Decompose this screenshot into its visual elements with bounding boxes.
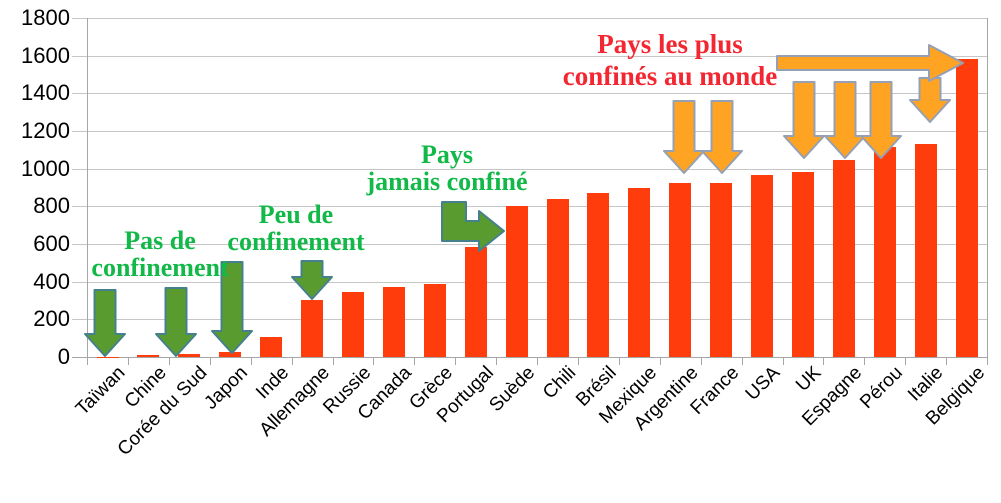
x-axis-tick bbox=[700, 357, 702, 365]
x-axis-label-uk: UK bbox=[791, 362, 826, 396]
x-axis-tick bbox=[823, 357, 825, 365]
annotation-pas-de-confinement-line-1: Pas de bbox=[124, 226, 196, 255]
y-axis-tick-label: 1800 bbox=[21, 5, 70, 30]
bar-italie bbox=[914, 144, 937, 357]
bar-chili bbox=[546, 199, 569, 357]
bar-russie bbox=[341, 292, 364, 357]
gridline-1000 bbox=[72, 168, 987, 170]
x-axis-tick bbox=[946, 357, 948, 365]
annotation-pays-les-plus-confines-line-2: confinés au monde bbox=[562, 61, 778, 91]
annotation-peu-de-confinement: Peu de confinement bbox=[227, 201, 364, 255]
y-axis-tick-label: 200 bbox=[33, 306, 70, 332]
bar-core-e-du-sud bbox=[178, 353, 201, 357]
green-arrow-tai-wan-icon bbox=[84, 289, 126, 357]
bar-mexique bbox=[628, 187, 651, 357]
y-axis-tick-label: 1000 bbox=[21, 155, 70, 181]
bar-chine bbox=[137, 354, 160, 357]
gridline-1600 bbox=[72, 55, 987, 57]
bar-tai-wan bbox=[96, 356, 119, 358]
bar-usa bbox=[751, 175, 773, 357]
x-axis-tick bbox=[782, 357, 784, 365]
bar-inde bbox=[260, 336, 283, 357]
annotation-pays-les-plus-confines: Pays les plus confinés au monde bbox=[563, 28, 778, 92]
x-axis-label-sue-de: Suède bbox=[484, 362, 539, 416]
annotation-pas-de-confinement: Pas de confinement bbox=[91, 227, 228, 281]
x-axis-tick bbox=[209, 357, 211, 365]
x-axis-tick bbox=[168, 357, 170, 365]
bar-sue-de bbox=[505, 206, 528, 357]
x-axis-label-tai-wan: Taïwan bbox=[72, 362, 130, 420]
green-arrow-core-e-du-sud-icon bbox=[155, 287, 197, 357]
y-axis-tick-label: 1400 bbox=[21, 80, 70, 106]
annotation-pas-de-confinement-line-2: confinement bbox=[91, 253, 229, 282]
gridline-0 bbox=[72, 357, 987, 358]
bar-uk bbox=[791, 171, 814, 357]
bar-espagne bbox=[832, 159, 855, 357]
bar-allemagne bbox=[301, 300, 323, 357]
gridline-1200 bbox=[72, 131, 987, 132]
x-axis-tick bbox=[87, 357, 88, 365]
x-axis-tick bbox=[987, 357, 988, 365]
gridline-400 bbox=[72, 281, 987, 283]
annotation-pays-jamais-confine: Pays jamais confiné bbox=[366, 141, 527, 195]
bar-gre-ce bbox=[423, 284, 446, 357]
gridline-1400 bbox=[72, 93, 987, 95]
annotation-peu-de-confinement-line-1: Peu de bbox=[258, 200, 334, 229]
bar-france bbox=[710, 183, 733, 357]
bar-japon bbox=[219, 351, 242, 357]
bar-argentine bbox=[669, 183, 692, 357]
gridline-600 bbox=[72, 244, 987, 245]
y-axis-tick-label: 1600 bbox=[21, 42, 70, 68]
y-axis-tick-label: 800 bbox=[33, 193, 70, 219]
x-axis-tick bbox=[373, 357, 375, 365]
annotation-peu-de-confinement-line-2: confinement bbox=[227, 227, 365, 256]
x-axis-label-japon: Japon bbox=[200, 362, 253, 414]
bar-bre-sil bbox=[587, 192, 610, 357]
green-arrow-allemagne-icon bbox=[291, 260, 333, 300]
x-axis-label-usa: USA bbox=[741, 362, 785, 405]
annotation-pays-jamais-confine-line-2: jamais confiné bbox=[366, 167, 528, 196]
x-axis-tick bbox=[455, 357, 457, 365]
x-axis-tick bbox=[741, 357, 743, 365]
gridline-200 bbox=[72, 319, 987, 321]
x-axis-tick bbox=[496, 357, 498, 365]
x-axis-tick bbox=[537, 357, 538, 365]
x-axis-tick bbox=[659, 357, 661, 365]
x-axis-label-pe-rou: Pérou bbox=[856, 362, 907, 413]
y-axis-tick-label: 600 bbox=[33, 231, 70, 256]
orange-arrow-france-icon bbox=[701, 100, 743, 174]
y-axis-tick-label: 0 bbox=[57, 344, 70, 369]
x-axis-tick bbox=[250, 357, 252, 365]
x-axis-tick bbox=[414, 357, 416, 365]
y-axis-line bbox=[87, 18, 88, 357]
bar-portugal bbox=[464, 247, 487, 357]
y-axis-tick-label: 1200 bbox=[21, 118, 70, 143]
bar-pe-rou bbox=[873, 146, 896, 357]
x-axis-tick bbox=[864, 357, 866, 365]
x-axis-tick bbox=[577, 357, 579, 365]
orange-arrow-belgique-icon bbox=[776, 44, 964, 82]
orange-arrow-argentine-icon bbox=[663, 100, 705, 174]
x-axis-tick bbox=[905, 357, 907, 365]
gridline-800 bbox=[72, 206, 987, 208]
plot-right-border bbox=[987, 18, 988, 357]
gridline-1800 bbox=[72, 18, 987, 19]
x-axis-tick bbox=[618, 357, 620, 365]
bar-belgique bbox=[955, 58, 978, 357]
bar-canada bbox=[382, 286, 405, 357]
orange-arrow-italie-icon bbox=[909, 77, 951, 123]
x-axis-tick bbox=[127, 357, 129, 365]
x-axis-tick bbox=[291, 357, 293, 365]
x-axis-tick bbox=[332, 357, 334, 365]
y-axis-tick-label: 400 bbox=[33, 268, 70, 294]
annotation-pays-jamais-confine-line-1: Pays bbox=[420, 140, 473, 169]
annotation-pays-les-plus-confines-line-1: Pays les plus bbox=[597, 29, 743, 59]
